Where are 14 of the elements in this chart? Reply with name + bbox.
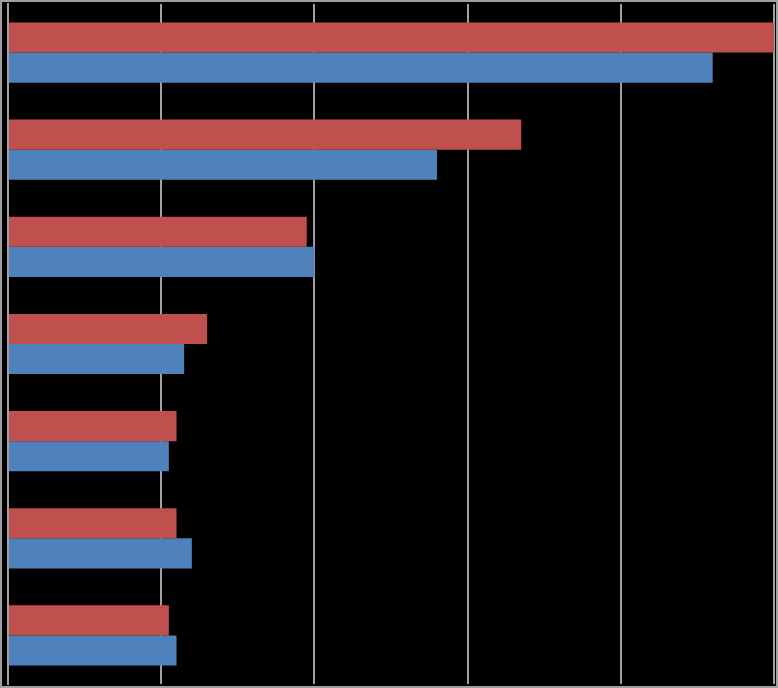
bar (9, 635, 177, 666)
bar (9, 22, 774, 53)
bar (9, 52, 713, 83)
bar (9, 605, 169, 636)
bar (9, 508, 177, 539)
bar (9, 538, 192, 569)
bar (9, 344, 185, 375)
bar (9, 246, 315, 277)
bar (9, 441, 169, 472)
bar (9, 313, 208, 344)
bar (9, 149, 437, 180)
bar (9, 411, 177, 442)
bar (9, 216, 307, 247)
bar (9, 119, 522, 150)
